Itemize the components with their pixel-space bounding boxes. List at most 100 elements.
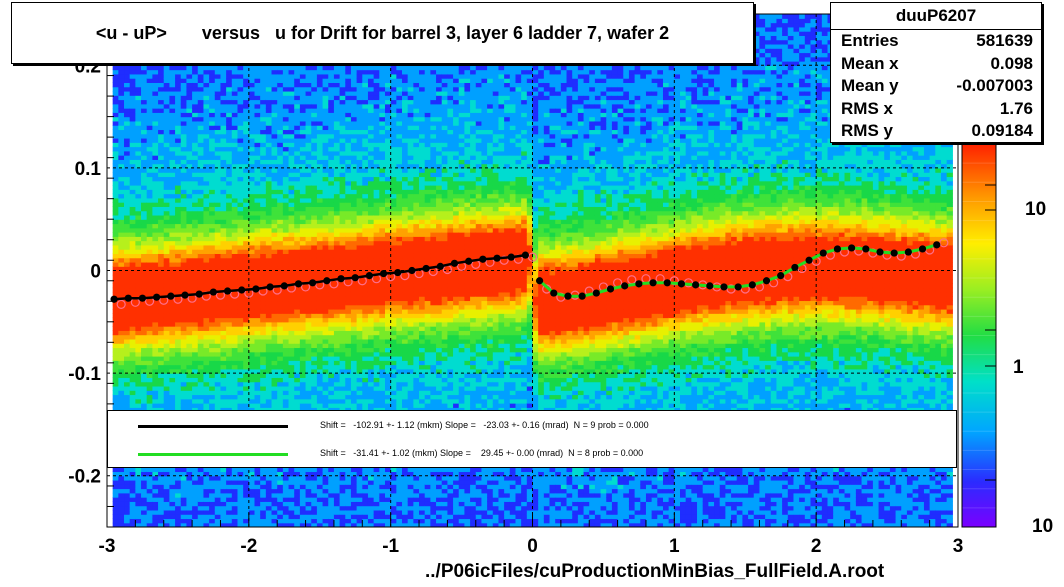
heatmap-cell	[152, 65, 158, 70]
heatmap-cell	[255, 309, 261, 314]
heatmap-cell	[169, 151, 175, 156]
heatmap-cell	[311, 117, 317, 122]
heatmap-cell	[118, 108, 124, 113]
heatmap-cell	[169, 74, 175, 79]
heatmap-cell	[164, 168, 170, 173]
heatmap-cell	[152, 343, 158, 348]
heatmap-cell	[147, 309, 153, 314]
heatmap-cell	[334, 484, 340, 489]
heatmap-cell	[169, 493, 175, 498]
heatmap-cell	[192, 129, 198, 134]
heatmap-cell	[232, 352, 238, 357]
heatmap-cell	[130, 241, 136, 246]
heatmap-cell	[328, 117, 334, 122]
heatmap-cell	[255, 330, 261, 335]
heatmap-cell	[311, 343, 317, 348]
heatmap-cell	[306, 258, 312, 263]
heatmap-cell	[141, 121, 147, 126]
heatmap-cell	[237, 206, 243, 211]
heatmap-cell	[192, 347, 198, 352]
heatmap-cell	[272, 356, 278, 361]
heatmap-cell	[141, 480, 147, 485]
heatmap-cell	[186, 352, 192, 357]
heatmap-cell	[328, 108, 334, 113]
heatmap-cell	[226, 138, 232, 143]
heatmap-cell	[311, 125, 317, 130]
heatmap-cell	[249, 232, 255, 237]
heatmap-cell	[328, 501, 334, 506]
heatmap-cell	[181, 339, 187, 344]
heatmap-cell	[198, 245, 204, 250]
heatmap-cell	[198, 112, 204, 117]
heatmap-cell	[334, 300, 340, 305]
heatmap-cell	[118, 155, 124, 160]
heatmap-cell	[186, 309, 192, 314]
heatmap-cell	[152, 129, 158, 134]
heatmap-cell	[164, 223, 170, 228]
heatmap-cell	[232, 176, 238, 181]
heatmap-cell	[260, 87, 266, 92]
heatmap-cell	[249, 100, 255, 105]
heatmap-cell	[118, 335, 124, 340]
heatmap-cell	[147, 497, 153, 502]
heatmap-cell	[249, 279, 255, 284]
heatmap-cell	[334, 365, 340, 370]
heatmap-cell	[186, 100, 192, 105]
heatmap-cell	[226, 206, 232, 211]
heatmap-cell	[260, 206, 266, 211]
heatmap-cell	[135, 318, 141, 323]
heatmap-cell	[141, 112, 147, 117]
heatmap-cell	[130, 352, 136, 357]
heatmap-cell	[249, 87, 255, 92]
heatmap-cell	[118, 510, 124, 515]
heatmap-cell	[260, 386, 266, 391]
heatmap-cell	[186, 326, 192, 331]
heatmap-cell	[311, 377, 317, 382]
heatmap-cell	[249, 70, 255, 75]
heatmap-cell	[220, 70, 226, 75]
heatmap-cell	[317, 74, 323, 79]
heatmap-cell	[283, 249, 289, 254]
heatmap-cell	[169, 168, 175, 173]
heatmap-cell	[260, 497, 266, 502]
heatmap-cell	[203, 70, 209, 75]
heatmap-cell	[118, 121, 124, 126]
heatmap-cell	[300, 228, 306, 233]
heatmap-cell	[328, 100, 334, 105]
heatmap-cell	[192, 493, 198, 498]
heatmap-cell	[334, 347, 340, 352]
heatmap-cell	[283, 206, 289, 211]
heatmap-cell	[272, 352, 278, 357]
heatmap-cell	[237, 360, 243, 365]
heatmap-cell	[198, 305, 204, 310]
heatmap-cell	[255, 138, 261, 143]
heatmap-cell	[277, 253, 283, 258]
heatmap-cell	[192, 125, 198, 130]
heatmap-cell	[181, 394, 187, 399]
heatmap-cell	[255, 356, 261, 361]
heatmap-cell	[141, 215, 147, 220]
heatmap-cell	[169, 241, 175, 246]
heatmap-cell	[141, 403, 147, 408]
heatmap-cell	[345, 211, 351, 216]
heatmap-cell	[300, 223, 306, 228]
heatmap-cell	[164, 70, 170, 75]
heatmap-cell	[237, 377, 243, 382]
heatmap-cell	[272, 343, 278, 348]
heatmap-cell	[141, 232, 147, 237]
heatmap-cell	[323, 296, 329, 301]
heatmap-cell	[260, 258, 266, 263]
heatmap-cell	[334, 211, 340, 216]
heatmap-cell	[203, 501, 209, 506]
heatmap-cell	[340, 318, 346, 323]
heatmap-cell	[220, 142, 226, 147]
heatmap-cell	[152, 514, 158, 519]
heatmap-cell	[311, 87, 317, 92]
heatmap-cell	[340, 356, 346, 361]
heatmap-cell	[232, 159, 238, 164]
heatmap-cell	[175, 87, 181, 92]
heatmap-cell	[334, 382, 340, 387]
heatmap-cell	[260, 185, 266, 190]
heatmap-cell	[158, 223, 164, 228]
heatmap-cell	[249, 172, 255, 177]
